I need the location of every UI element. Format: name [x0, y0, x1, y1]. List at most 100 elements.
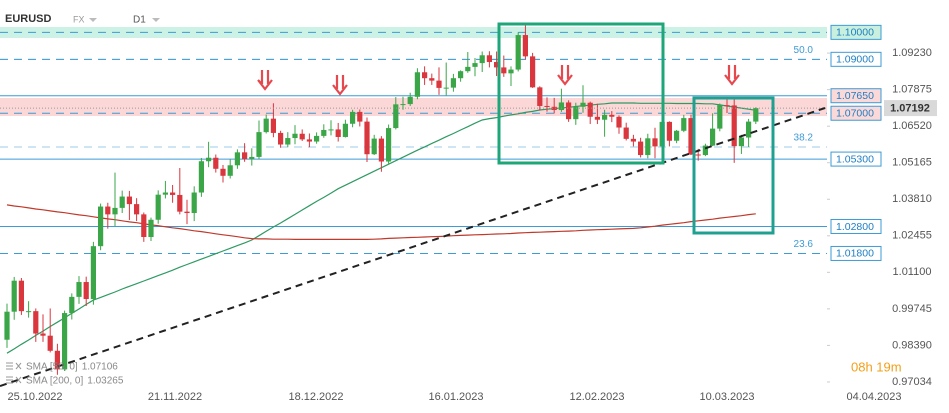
- candle-body: [155, 194, 161, 220]
- dropdown-icon[interactable]: [89, 18, 97, 22]
- market: FX: [73, 14, 85, 24]
- candle-body: [342, 123, 348, 137]
- candle-body: [515, 35, 521, 70]
- x-tick-label: 25.10.2022: [7, 391, 62, 403]
- candle-body: [551, 106, 557, 111]
- candle-body: [422, 72, 428, 79]
- y-tick-label: 0.99745: [892, 303, 932, 315]
- level-label: 1.07650: [836, 90, 874, 102]
- level-box: [830, 88, 882, 104]
- candle-body: [299, 133, 305, 140]
- level-label: 1.02800: [836, 221, 874, 233]
- candle-body: [407, 96, 413, 105]
- candle-body: [494, 62, 500, 68]
- candle-body: [486, 55, 492, 63]
- legend-name: SMA [200, 0]: [26, 376, 83, 387]
- candle-body: [162, 192, 168, 195]
- candle-body: [681, 118, 687, 131]
- level-box: [830, 245, 882, 261]
- candle-body: [753, 108, 759, 122]
- legend-value: 1.03265: [87, 376, 124, 387]
- candle-body: [522, 35, 528, 57]
- candle-body: [717, 105, 723, 129]
- candle-body: [105, 206, 111, 215]
- candle-body: [83, 282, 89, 300]
- candle-body: [206, 157, 212, 162]
- candle-body: [263, 118, 269, 133]
- countdown: 08h 19m: [851, 359, 902, 374]
- candle-body: [630, 138, 636, 142]
- candle-body: [314, 135, 320, 142]
- candle-body: [702, 145, 708, 156]
- y-tick-label: 0.97034: [892, 376, 932, 388]
- y-tick-label: 1.07875: [892, 84, 932, 96]
- candle-body: [378, 138, 384, 162]
- x-tick-label: 10.03.2023: [699, 391, 754, 403]
- x-tick-label: 16.01.2023: [428, 391, 483, 403]
- y-tick-label: 0.98390: [892, 339, 932, 351]
- candle-body: [112, 207, 118, 215]
- plot-area: [0, 23, 827, 375]
- down-arrow: [724, 65, 740, 86]
- dropdown-icon[interactable]: [152, 18, 160, 22]
- candle-body: [227, 165, 233, 176]
- candle-body: [587, 102, 593, 117]
- symbol: EURUSD: [5, 13, 52, 25]
- candle-body: [666, 121, 672, 141]
- candle-body: [90, 246, 96, 300]
- level-box: [830, 24, 882, 40]
- y-tick-label: 1.03810: [892, 193, 932, 205]
- candle-body: [220, 168, 226, 176]
- level-box: [830, 218, 882, 234]
- candle-body: [645, 138, 651, 156]
- candle-body: [292, 133, 298, 139]
- candle-body: [429, 78, 435, 81]
- trend-line: [0, 107, 826, 387]
- candle-body: [98, 206, 104, 247]
- candle-body: [278, 132, 284, 145]
- level-label: 1.05300: [836, 153, 874, 165]
- candle-body: [213, 157, 219, 169]
- candle-body: [436, 80, 442, 88]
- down-arrow: [557, 65, 573, 86]
- sma-line: [6, 204, 756, 240]
- candle-body: [141, 214, 147, 238]
- candle-body: [350, 111, 356, 124]
- candle-body: [623, 127, 629, 139]
- candle-body: [184, 211, 190, 214]
- level-label: 1.09000: [836, 54, 874, 66]
- candle-body: [537, 87, 543, 106]
- candle-body: [573, 106, 579, 120]
- candle-body: [602, 114, 608, 120]
- candle-body: [465, 66, 471, 72]
- down-arrow: [332, 75, 348, 96]
- fib-label: 23.6: [794, 239, 814, 250]
- down-arrow: [257, 70, 273, 91]
- candle-body: [126, 196, 132, 205]
- legend-icons: [6, 362, 22, 384]
- candle-body: [328, 129, 334, 131]
- candle-body: [594, 116, 600, 120]
- candle-body: [33, 311, 39, 334]
- candle-body: [580, 102, 586, 107]
- candle-body: [234, 152, 240, 166]
- level-box: [830, 151, 882, 167]
- candle-body: [731, 105, 737, 147]
- candle-body: [11, 280, 17, 312]
- highlight-box: [497, 22, 665, 165]
- level-box: [830, 51, 882, 67]
- x-tick-label: 12.02.2023: [569, 391, 624, 403]
- candle-body: [242, 152, 248, 160]
- level-box: [830, 105, 882, 121]
- candle-body: [285, 138, 291, 145]
- candle-body: [270, 118, 276, 133]
- fib-label: 38.2: [794, 133, 814, 144]
- candle-body: [616, 116, 622, 128]
- x-tick-label: 21.11.2022: [148, 391, 202, 403]
- candle-body: [335, 129, 341, 137]
- candle-body: [364, 121, 370, 155]
- candle-body: [47, 335, 53, 351]
- candle-body: [306, 139, 312, 142]
- candle-body: [443, 87, 449, 89]
